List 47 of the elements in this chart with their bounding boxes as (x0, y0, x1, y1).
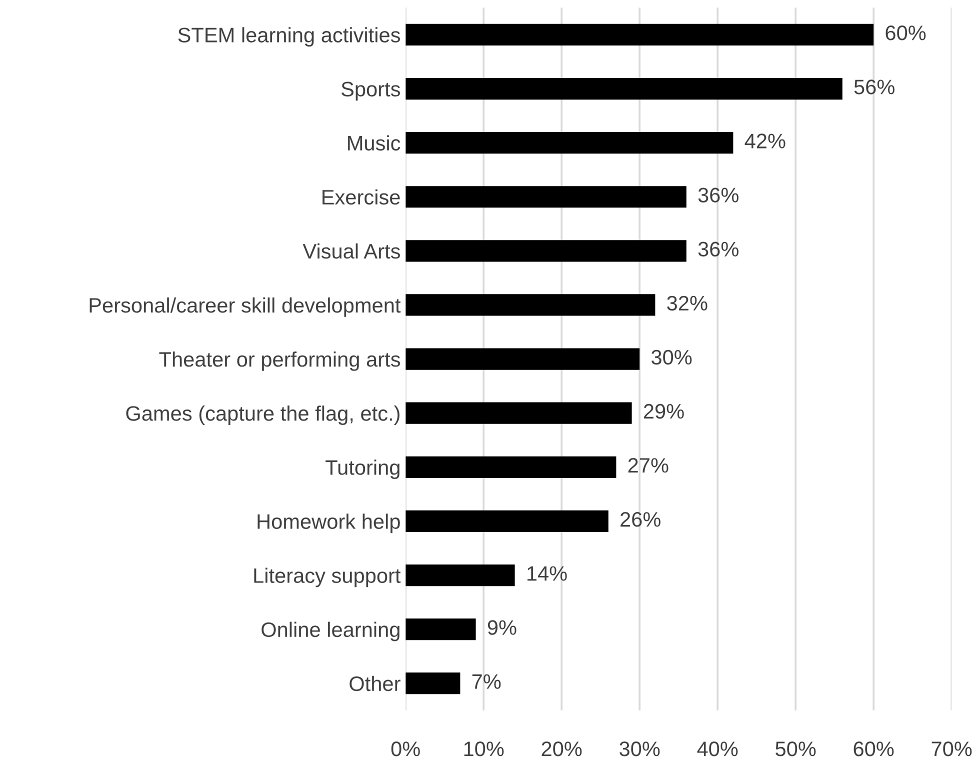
x-tick-label: 10% (464, 742, 504, 756)
data-label: 27% (628, 458, 668, 473)
bar (406, 186, 686, 208)
x-tick-label: 20% (542, 742, 582, 756)
data-label: 7% (472, 674, 501, 689)
data-label: 60% (886, 26, 926, 40)
bar (406, 132, 734, 154)
bar (406, 564, 515, 586)
y-tick-label: STEM learning activities (178, 27, 400, 47)
y-tick-label: Theater or performing arts (159, 351, 400, 371)
bar (406, 456, 616, 478)
x-tick-label: 40% (697, 742, 738, 756)
y-tick-label: Online learning (262, 622, 400, 642)
data-label: 36% (698, 188, 738, 202)
bar (406, 510, 608, 532)
bar (406, 618, 476, 640)
y-tick-label: Exercise (322, 189, 400, 205)
x-tick-label: 0% (391, 742, 420, 756)
data-label: 42% (744, 134, 786, 148)
y-tick-label: Tutoring (326, 460, 400, 480)
bar (406, 24, 874, 46)
x-tick-label: 60% (854, 742, 894, 756)
bar (406, 402, 632, 424)
y-tick-label: Homework help (258, 514, 400, 534)
data-label: 56% (854, 80, 894, 94)
y-tick-label: Visual Arts (302, 243, 400, 259)
bar (406, 240, 686, 262)
y-tick-label: Music (348, 135, 400, 151)
x-tick-label: 70% (932, 742, 972, 756)
y-tick-label: Literacy support (254, 568, 401, 588)
data-label: 32% (667, 296, 708, 311)
data-label: 14% (528, 566, 567, 581)
y-tick-label: Sports (341, 82, 400, 101)
bar (406, 672, 460, 694)
x-tick-label: 50% (776, 742, 816, 756)
data-label: 36% (698, 242, 738, 257)
y-tick-label: Other (350, 676, 400, 692)
bar (406, 78, 842, 100)
data-label: 9% (488, 620, 516, 635)
x-tick-label: 30% (620, 742, 660, 756)
bar (406, 348, 640, 370)
data-label: 30% (652, 350, 692, 365)
data-label: 29% (644, 404, 684, 419)
y-tick-label: Personal/career skill development (90, 297, 401, 317)
y-tick-label: Games (capture the flag, etc.) (126, 406, 400, 425)
data-label: 26% (620, 512, 660, 527)
bar (406, 294, 656, 316)
